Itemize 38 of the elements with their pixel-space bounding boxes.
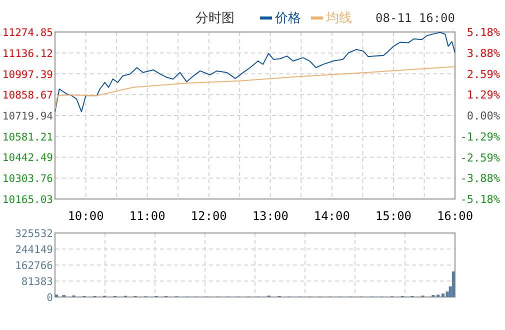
y2-tick-label: -3.88% <box>460 172 500 186</box>
y-tick-label: 10442.49 <box>2 152 53 164</box>
x-tick-label: 15:00 <box>375 209 412 223</box>
y2-tick-label: 3.88% <box>466 46 500 60</box>
y-tick-label: 10719.94 <box>2 110 53 122</box>
y-tick-label: 11136.12 <box>2 48 53 60</box>
y2-tick-label: 5.18% <box>466 26 500 39</box>
y-tick-label: 10858.67 <box>2 90 53 102</box>
y2-tick-label: -2.59% <box>460 151 500 164</box>
y2-tick-label: -5.18% <box>460 193 500 206</box>
x-tick-label: 16:00 <box>436 209 474 223</box>
x-tick-label: 11:00 <box>129 209 166 223</box>
y-tick-label: 10581.21 <box>2 131 53 144</box>
y-tick-label: 162766 <box>15 260 53 272</box>
legend-label: 均线 <box>325 11 352 26</box>
bar <box>452 271 455 297</box>
y-tick-label: 81383 <box>21 276 53 288</box>
line-series <box>54 66 456 110</box>
chart-title: 分时图 <box>196 11 234 26</box>
y2-tick-label: 2.59% <box>466 68 500 81</box>
x-tick-label: 10:00 <box>68 209 104 223</box>
bar <box>441 293 445 297</box>
y-tick-label: 10303.76 <box>2 173 53 186</box>
text: 08-11 16:00 <box>376 11 455 25</box>
y2-tick-label: 0.00% <box>466 110 500 122</box>
y-tick-label: 244149 <box>15 244 53 256</box>
x-tick-label: 13:00 <box>252 209 288 223</box>
line-series <box>54 32 456 112</box>
legend-label: 价格 <box>274 11 301 26</box>
x-tick-label: 14:00 <box>314 209 350 223</box>
y-tick-label: 0 <box>46 292 53 304</box>
y-tick-label: 10165.03 <box>2 194 53 206</box>
x-tick-label: 12:00 <box>190 209 227 223</box>
y-tick-label: 325532 <box>15 228 53 240</box>
y-tick-label: 11274.85 <box>2 27 53 39</box>
y-tick-label: 10997.39 <box>2 68 53 81</box>
y2-tick-label: 1.29% <box>466 88 500 102</box>
y2-tick-label: -1.29% <box>460 130 500 144</box>
